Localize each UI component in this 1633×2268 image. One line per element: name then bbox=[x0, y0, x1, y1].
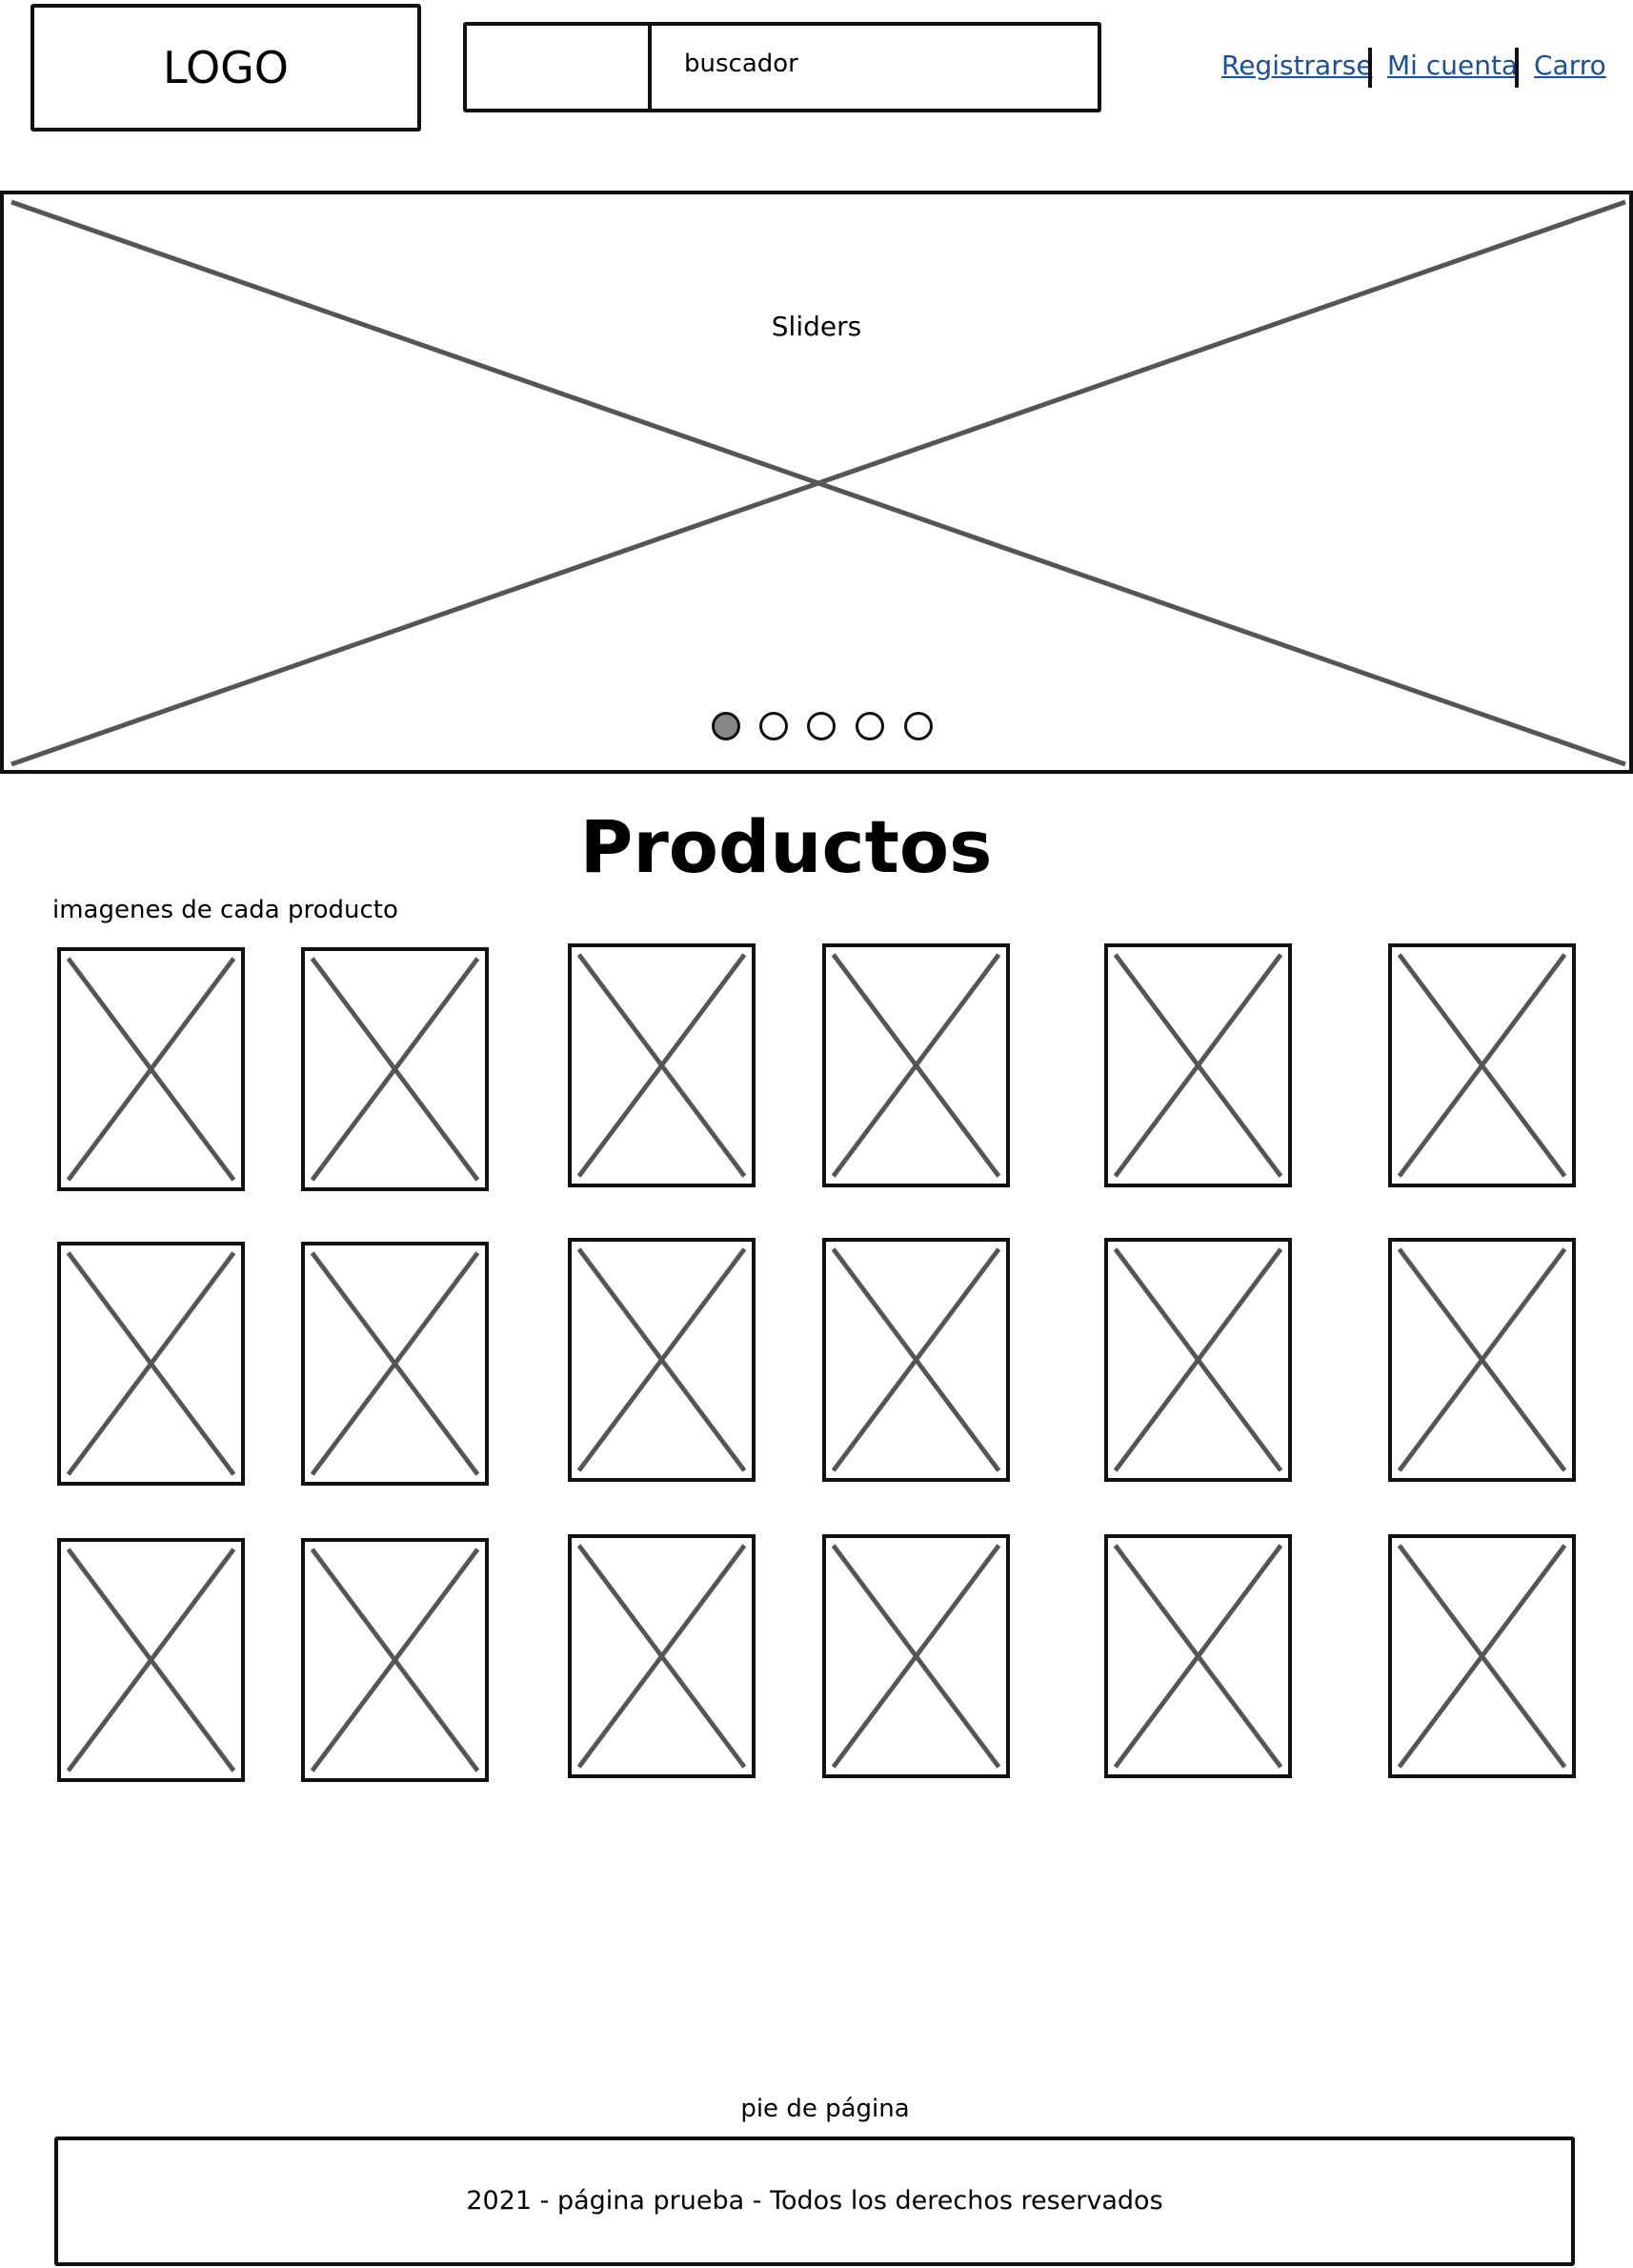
image-placeholder-icon bbox=[310, 1548, 480, 1772]
image-placeholder-icon bbox=[1397, 1247, 1567, 1472]
product-image-2[interactable] bbox=[301, 947, 489, 1191]
slider-dot-5[interactable] bbox=[904, 712, 933, 740]
image-placeholder-icon bbox=[831, 1544, 1001, 1769]
image-placeholder-icon bbox=[576, 1247, 747, 1472]
image-placeholder-icon bbox=[310, 1251, 480, 1476]
nav-link-carro[interactable]: Carro bbox=[1534, 50, 1606, 81]
nav-link-registrarse[interactable]: Registrarse bbox=[1221, 50, 1373, 81]
slider-dot-2[interactable] bbox=[759, 712, 788, 740]
image-placeholder-icon bbox=[66, 957, 236, 1182]
product-image-13[interactable] bbox=[57, 1538, 245, 1782]
image-placeholder-icon bbox=[1397, 953, 1567, 1178]
search-bar bbox=[463, 22, 1101, 112]
slider-label: Sliders bbox=[771, 311, 862, 342]
product-image-5[interactable] bbox=[1104, 943, 1292, 1187]
product-image-9[interactable] bbox=[568, 1238, 756, 1482]
image-placeholder-icon bbox=[576, 953, 747, 1178]
product-image-15[interactable] bbox=[568, 1534, 756, 1778]
image-placeholder-icon bbox=[831, 1247, 1001, 1472]
image-placeholder-icon bbox=[831, 953, 1001, 1178]
product-image-3[interactable] bbox=[568, 943, 756, 1187]
image-placeholder-icon bbox=[576, 1544, 747, 1769]
slider-dot-4[interactable] bbox=[856, 712, 884, 740]
product-image-11[interactable] bbox=[1104, 1238, 1292, 1482]
nav-separator bbox=[1515, 48, 1519, 88]
image-placeholder-icon bbox=[1113, 1247, 1283, 1472]
product-image-10[interactable] bbox=[822, 1238, 1010, 1482]
image-placeholder-icon bbox=[1113, 953, 1283, 1178]
image-placeholder-icon bbox=[66, 1548, 236, 1772]
products-title: Productos bbox=[579, 804, 993, 889]
product-image-6[interactable] bbox=[1388, 943, 1576, 1187]
nav-link-mi-cuenta[interactable]: Mi cuenta bbox=[1387, 50, 1519, 81]
footer: 2021 - página prueba - Todos los derecho… bbox=[54, 2136, 1575, 2266]
product-image-16[interactable] bbox=[822, 1534, 1010, 1778]
image-placeholder-icon bbox=[1113, 1544, 1283, 1769]
product-image-14[interactable] bbox=[301, 1538, 489, 1782]
product-image-8[interactable] bbox=[301, 1242, 489, 1486]
product-image-18[interactable] bbox=[1388, 1534, 1576, 1778]
image-slider[interactable]: Sliders bbox=[0, 191, 1633, 774]
image-placeholder-icon bbox=[310, 957, 480, 1182]
search-input[interactable] bbox=[682, 49, 1067, 79]
slider-dot-1[interactable] bbox=[712, 712, 740, 740]
product-image-1[interactable] bbox=[57, 947, 245, 1191]
image-placeholder-icon bbox=[1397, 1544, 1567, 1769]
products-subtitle: imagenes de cada producto bbox=[52, 896, 398, 924]
product-image-12[interactable] bbox=[1388, 1238, 1576, 1482]
product-image-7[interactable] bbox=[57, 1242, 245, 1486]
slider-placeholder-image bbox=[10, 199, 1626, 767]
slider-dot-3[interactable] bbox=[807, 712, 836, 740]
logo-text: LOGO bbox=[162, 42, 290, 93]
footer-label: pie de página bbox=[740, 2095, 910, 2123]
nav-separator bbox=[1368, 48, 1372, 88]
logo[interactable]: LOGO bbox=[30, 4, 421, 132]
product-image-17[interactable] bbox=[1104, 1534, 1292, 1778]
footer-text: 2021 - página prueba - Todos los derecho… bbox=[466, 2186, 1163, 2216]
image-placeholder-icon bbox=[66, 1251, 236, 1476]
product-image-4[interactable] bbox=[822, 943, 1010, 1187]
search-button[interactable] bbox=[467, 26, 652, 109]
